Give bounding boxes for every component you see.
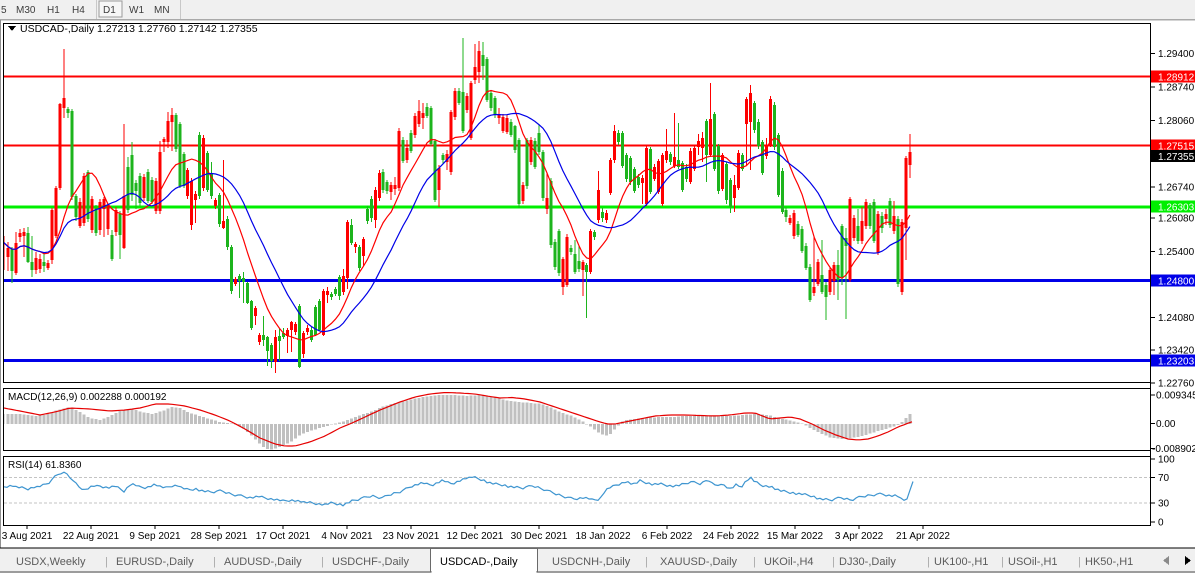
svg-text:|: | <box>105 556 108 568</box>
svg-text:MACD(12,26,9) 0.002288 0.00019: MACD(12,26,9) 0.002288 0.000192 <box>8 392 167 403</box>
svg-text:30 Dec 2021: 30 Dec 2021 <box>511 531 568 542</box>
svg-text:XAUUSD-,Daily: XAUUSD-,Daily <box>660 556 738 568</box>
svg-text:70: 70 <box>1158 473 1170 484</box>
svg-text:MN: MN <box>154 5 170 16</box>
svg-text:1.28740: 1.28740 <box>1158 83 1195 94</box>
svg-text:24 Feb 2022: 24 Feb 2022 <box>703 531 760 542</box>
svg-text:USDX,Weekly: USDX,Weekly <box>16 556 86 568</box>
svg-text:|: | <box>321 556 324 568</box>
svg-text:|: | <box>1001 556 1004 568</box>
svg-text:HK50-,H1: HK50-,H1 <box>1085 556 1133 568</box>
svg-text:0.009345: 0.009345 <box>1156 391 1195 402</box>
svg-text:H4: H4 <box>72 5 85 16</box>
svg-text:|: | <box>645 556 648 568</box>
svg-text:W1: W1 <box>129 5 144 16</box>
svg-text:DJ30-,Daily: DJ30-,Daily <box>839 556 896 568</box>
svg-text:1.26303: 1.26303 <box>1158 203 1195 214</box>
svg-text:1.29400: 1.29400 <box>1158 49 1195 60</box>
svg-text:100: 100 <box>1158 455 1175 466</box>
svg-text:30: 30 <box>1158 499 1170 510</box>
svg-text:1.22760: 1.22760 <box>1158 379 1195 390</box>
svg-text:1.27515: 1.27515 <box>1158 142 1195 153</box>
svg-text:1.27355: 1.27355 <box>1158 152 1195 163</box>
svg-text:9 Sep 2021: 9 Sep 2021 <box>129 531 181 542</box>
svg-text:0: 0 <box>1158 518 1164 529</box>
svg-text:28 Sep 2021: 28 Sep 2021 <box>191 531 248 542</box>
svg-text:12 Dec 2021: 12 Dec 2021 <box>447 531 504 542</box>
svg-text:17 Oct 2021: 17 Oct 2021 <box>256 531 311 542</box>
svg-text:USDCNH-,Daily: USDCNH-,Daily <box>552 556 631 568</box>
svg-text:1.26740: 1.26740 <box>1158 183 1195 194</box>
svg-text:1.23203: 1.23203 <box>1158 357 1195 368</box>
svg-text:UK100-,H1: UK100-,H1 <box>934 556 988 568</box>
svg-text:USDCAD-,Daily 1.27213 1.27760: USDCAD-,Daily 1.27213 1.27760 1.27142 1.… <box>20 23 258 35</box>
svg-text:18 Jan 2022: 18 Jan 2022 <box>575 531 630 542</box>
svg-text:3 Apr 2022: 3 Apr 2022 <box>835 531 884 542</box>
svg-text:D1: D1 <box>103 5 116 16</box>
svg-text:3 Aug 2021: 3 Aug 2021 <box>2 531 53 542</box>
svg-text:H1: H1 <box>47 5 60 16</box>
svg-text:|: | <box>1078 556 1081 568</box>
svg-text:1.28060: 1.28060 <box>1158 116 1195 127</box>
svg-text:|: | <box>832 556 835 568</box>
svg-text:|: | <box>753 556 756 568</box>
svg-text:22 Aug 2021: 22 Aug 2021 <box>63 531 120 542</box>
svg-text:4 Nov 2021: 4 Nov 2021 <box>321 531 373 542</box>
svg-text:USOil-,H1: USOil-,H1 <box>1008 556 1058 568</box>
svg-text:M30: M30 <box>16 5 36 16</box>
svg-text:23 Nov 2021: 23 Nov 2021 <box>383 531 440 542</box>
svg-text:6 Feb 2022: 6 Feb 2022 <box>642 531 693 542</box>
svg-text:1.23420: 1.23420 <box>1158 346 1195 357</box>
svg-text:0.00: 0.00 <box>1156 419 1176 430</box>
svg-text:RSI(14) 61.8360: RSI(14) 61.8360 <box>8 460 82 471</box>
svg-text:UKOil-,H4: UKOil-,H4 <box>764 556 814 568</box>
svg-text:5: 5 <box>1 5 7 16</box>
svg-text:|: | <box>213 556 216 568</box>
svg-text:1.28912: 1.28912 <box>1158 73 1195 84</box>
svg-text:AUDUSD-,Daily: AUDUSD-,Daily <box>224 556 302 568</box>
svg-text:1.24800: 1.24800 <box>1158 277 1195 288</box>
svg-text:1.26080: 1.26080 <box>1158 214 1195 225</box>
svg-text:-0.008902: -0.008902 <box>1152 444 1195 455</box>
svg-text:21 Apr 2022: 21 Apr 2022 <box>896 531 950 542</box>
svg-text:1.25400: 1.25400 <box>1158 247 1195 258</box>
svg-text:USDCAD-,Daily: USDCAD-,Daily <box>440 556 518 568</box>
svg-text:15 Mar 2022: 15 Mar 2022 <box>767 531 824 542</box>
svg-text:USDCHF-,Daily: USDCHF-,Daily <box>332 556 410 568</box>
svg-text:1.24080: 1.24080 <box>1158 313 1195 324</box>
svg-text:|: | <box>927 556 930 568</box>
svg-text:EURUSD-,Daily: EURUSD-,Daily <box>116 556 194 568</box>
